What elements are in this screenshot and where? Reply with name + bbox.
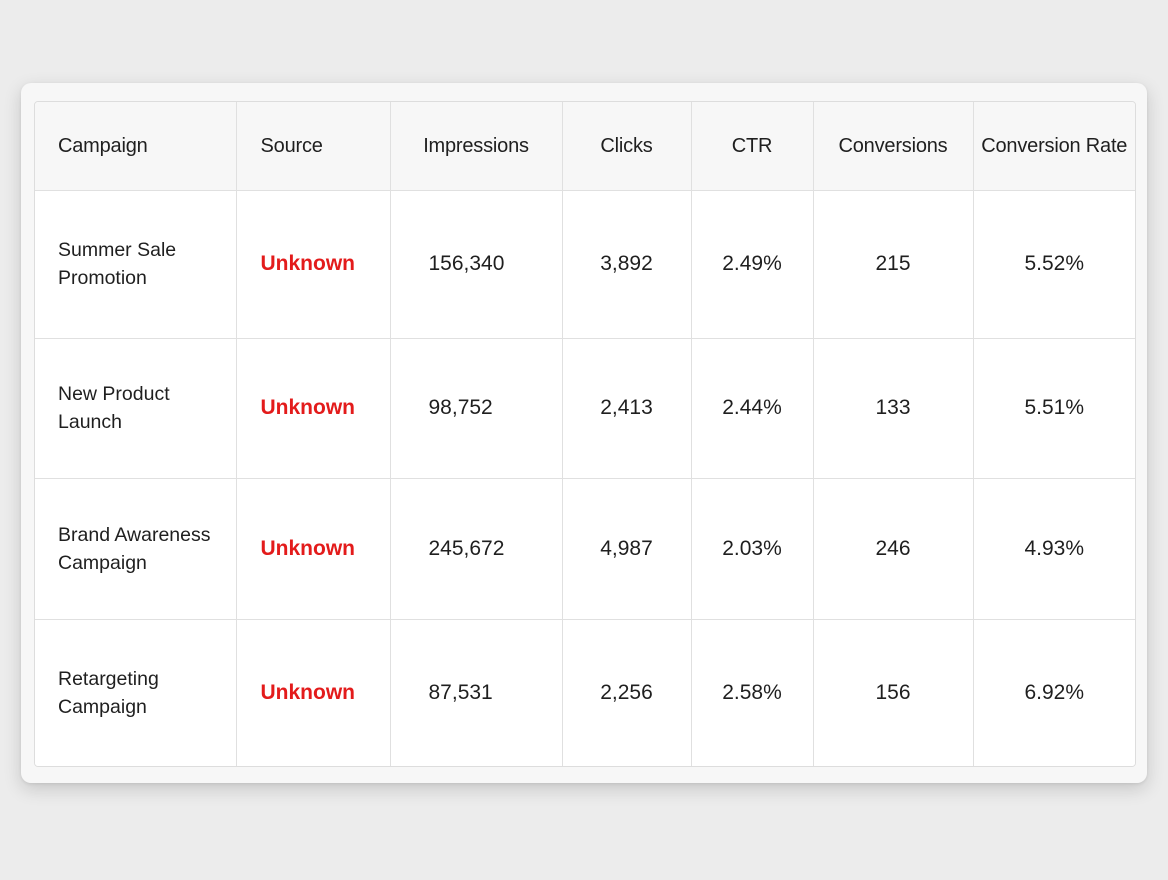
impressions-cell: 156,340 [390,190,563,339]
campaign-table-container: Campaign Source Impressions Clicks CTR C… [34,101,1136,767]
source-cell: Unknown [236,338,391,479]
campaign-name-line: New Product [58,383,170,406]
campaign-cell: Summer Sale Promotion [35,190,237,339]
clicks-cell: 4,987 [562,478,692,621]
impressions-cell: 245,672 [390,478,563,621]
table-row: New Product Launch Unknown 98,752 2,413 … [35,338,1135,479]
campaign-name-line: Brand Awareness [58,524,211,547]
impressions-cell: 87,531 [390,619,563,766]
campaign-name-line: Retargeting [58,668,159,691]
ctr-cell: 2.49% [691,190,814,339]
table-row: Summer Sale Promotion Unknown 156,340 3,… [35,190,1135,339]
conversion-rate-cell: 4.93% [973,478,1135,621]
column-header-conversions[interactable]: Conversions [813,102,974,191]
column-header-campaign[interactable]: Campaign [35,102,237,191]
campaign-name-line: Summer Sale [58,239,177,262]
conversion-rate-cell: 6.92% [973,619,1135,766]
column-header-ctr[interactable]: CTR [691,102,814,191]
column-header-clicks[interactable]: Clicks [562,102,692,191]
clicks-cell: 2,413 [562,338,692,479]
ctr-cell: 2.58% [691,619,814,766]
source-cell: Unknown [236,478,391,621]
table-row: Brand Awareness Campaign Unknown 245,672… [35,478,1135,621]
source-cell: Unknown [236,190,391,339]
campaign-name-line: Launch [58,411,122,434]
table-header-row: Campaign Source Impressions Clicks CTR C… [35,102,1135,191]
campaign-name-line: Campaign [58,696,147,719]
conversions-cell: 215 [813,190,974,339]
column-header-conversion-rate[interactable]: Conversion Rate [973,102,1135,191]
campaign-cell: Brand Awareness Campaign [35,478,237,621]
table-card: Campaign Source Impressions Clicks CTR C… [21,83,1147,783]
campaign-cell: Retargeting Campaign [35,619,237,766]
conversion-rate-cell: 5.51% [973,338,1135,479]
ctr-cell: 2.44% [691,338,814,479]
conversions-cell: 156 [813,619,974,766]
conversion-rate-cell: 5.52% [973,190,1135,339]
table-row: Retargeting Campaign Unknown 87,531 2,25… [35,619,1135,766]
conversions-cell: 133 [813,338,974,479]
column-header-source[interactable]: Source [236,102,391,191]
column-header-impressions[interactable]: Impressions [390,102,563,191]
source-cell: Unknown [236,619,391,766]
clicks-cell: 3,892 [562,190,692,339]
campaign-cell: New Product Launch [35,338,237,479]
campaign-table: Campaign Source Impressions Clicks CTR C… [35,102,1135,766]
conversions-cell: 246 [813,478,974,621]
impressions-cell: 98,752 [390,338,563,479]
campaign-name-line: Campaign [58,552,147,575]
clicks-cell: 2,256 [562,619,692,766]
ctr-cell: 2.03% [691,478,814,621]
campaign-name-line: Promotion [58,267,147,290]
